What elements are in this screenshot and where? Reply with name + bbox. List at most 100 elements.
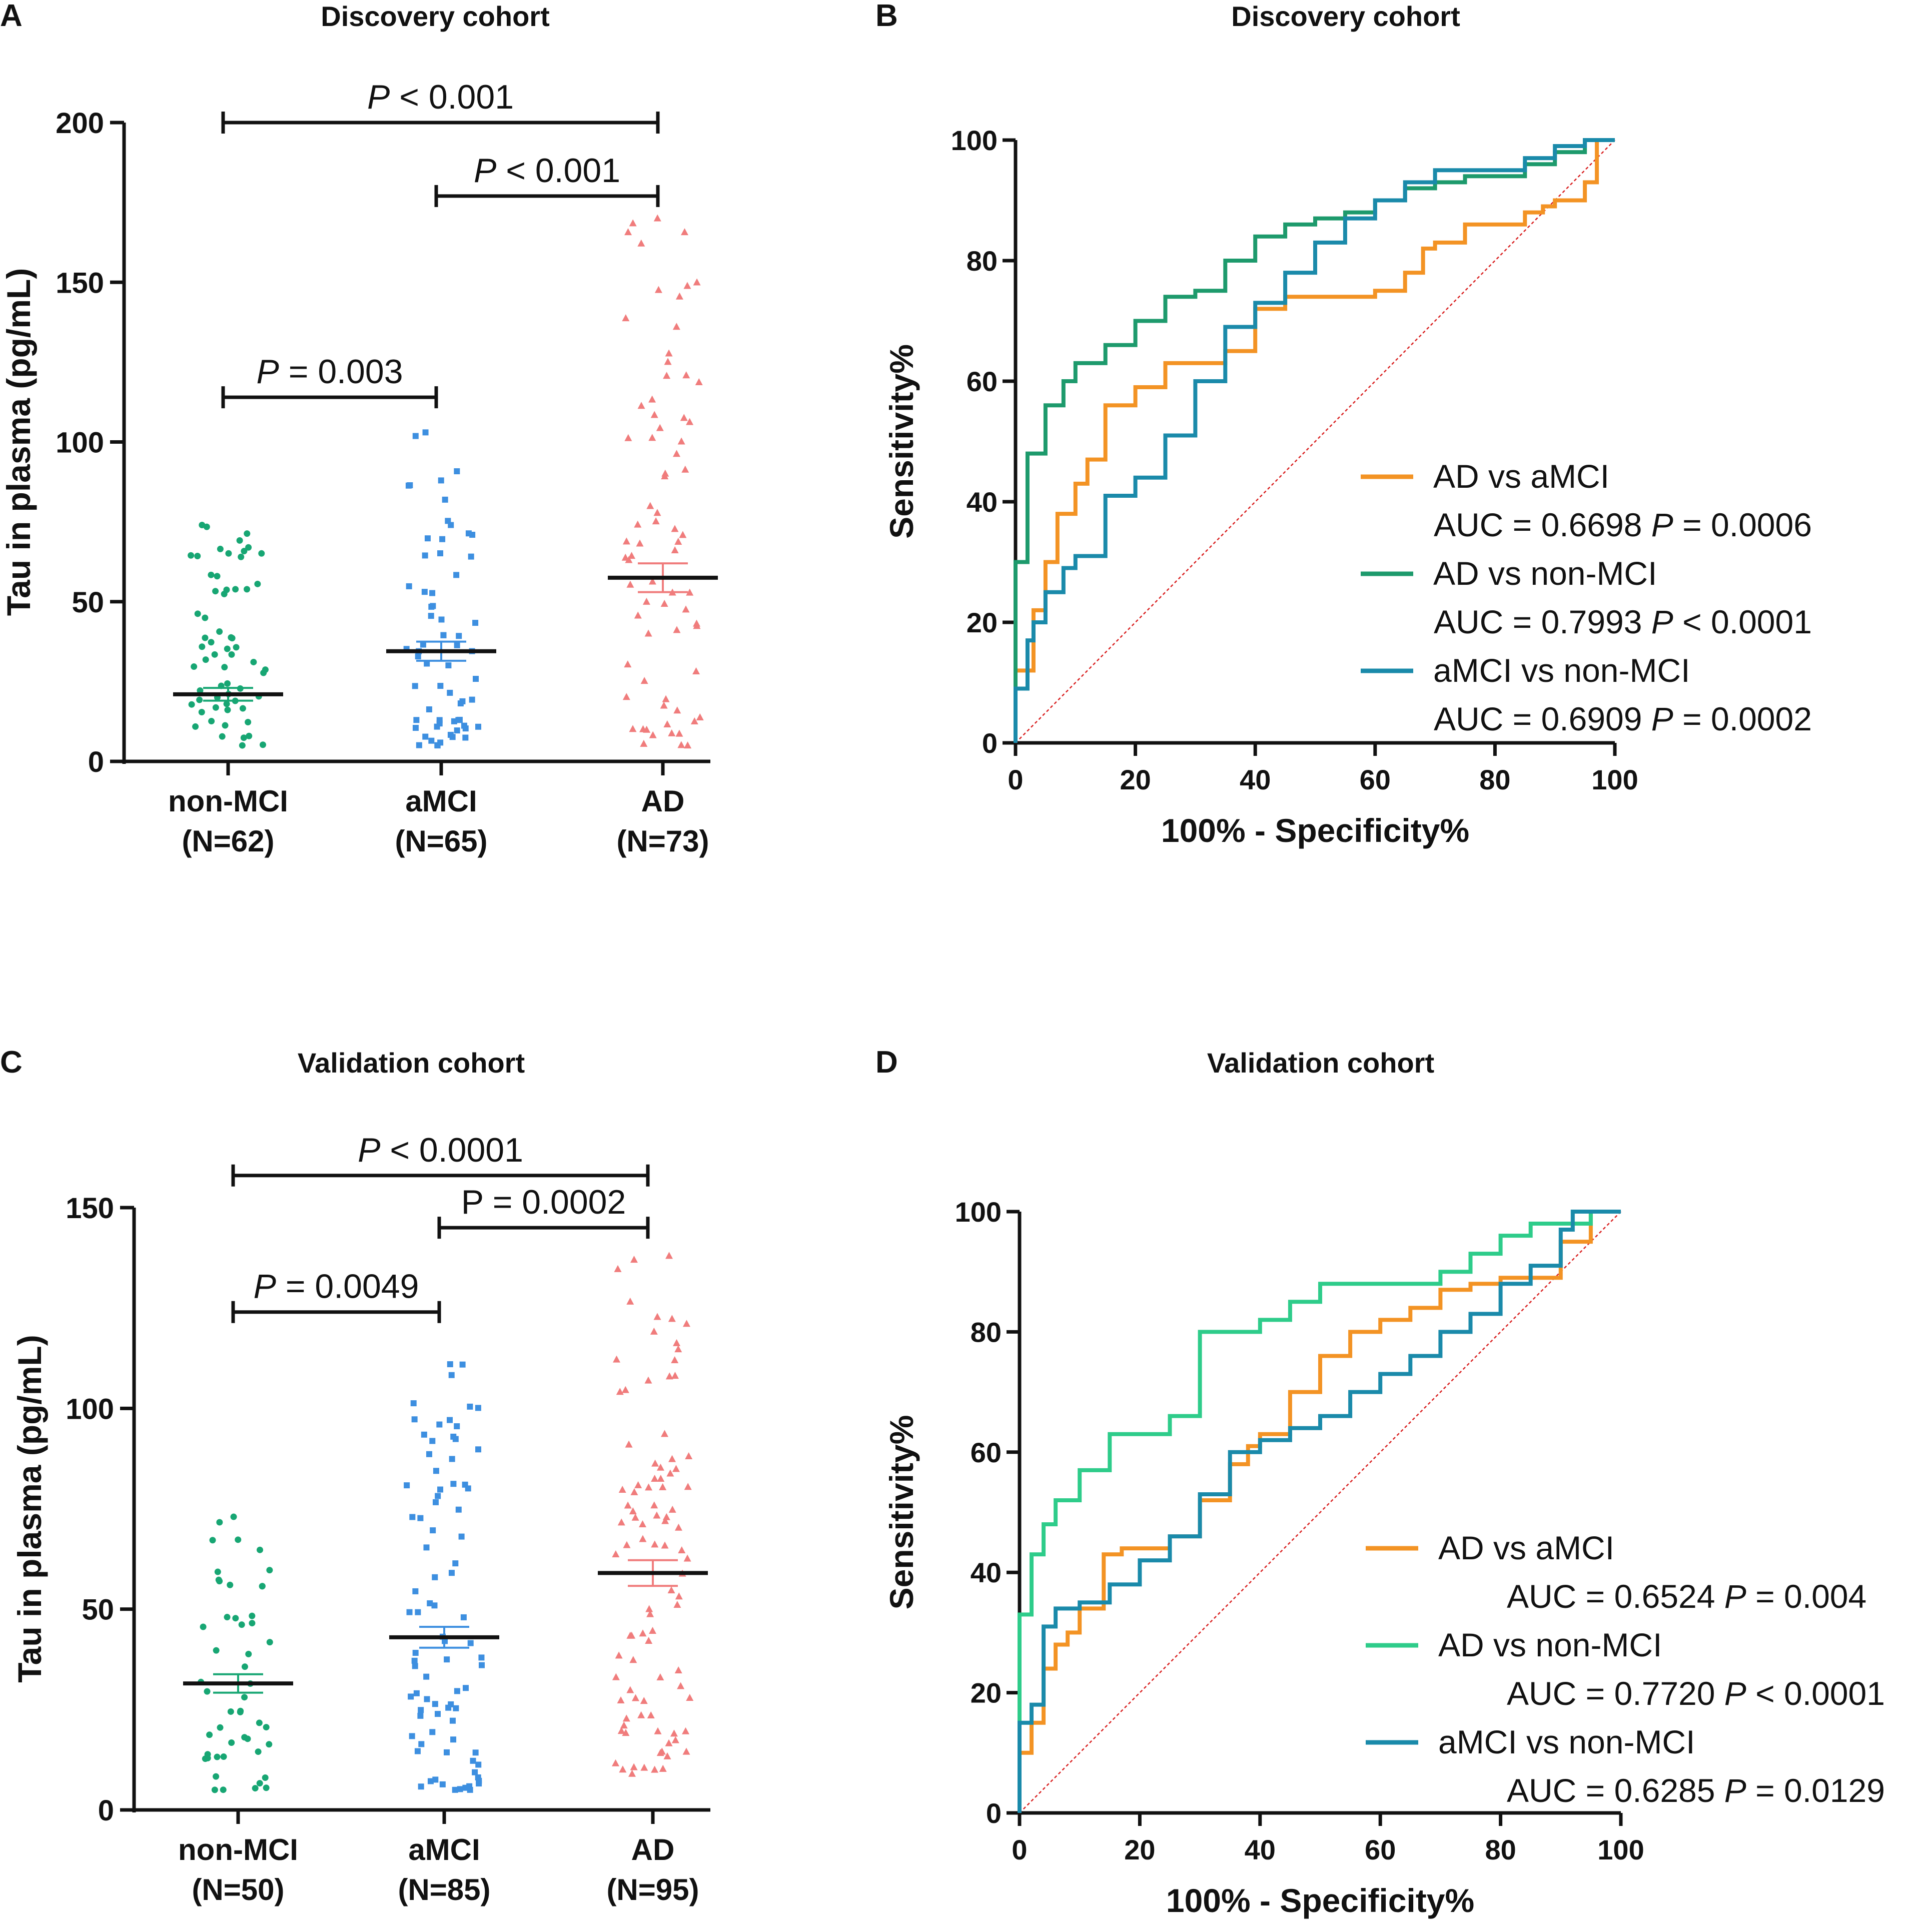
data-point bbox=[646, 502, 654, 509]
data-point bbox=[216, 628, 223, 635]
data-point bbox=[454, 1423, 460, 1430]
data-point bbox=[454, 468, 460, 475]
data-point bbox=[434, 1711, 441, 1717]
data-point bbox=[448, 1372, 455, 1378]
data-point bbox=[427, 1778, 434, 1784]
data-point bbox=[668, 1505, 676, 1513]
y-tick-label: 150 bbox=[66, 1192, 114, 1225]
auc-value: AUC = 0.6909 bbox=[1434, 700, 1642, 737]
data-point bbox=[658, 1747, 666, 1755]
y-tick-label: 40 bbox=[971, 1557, 1002, 1588]
p-value: < 0.001 bbox=[496, 152, 620, 190]
data-point bbox=[640, 739, 648, 747]
legend-auc: AUC = 0.6698 P = 0.0006 bbox=[1434, 506, 1812, 543]
data-point bbox=[653, 1511, 661, 1519]
data-point bbox=[679, 531, 687, 538]
p-value-annotation: P = 0.003 bbox=[256, 353, 403, 391]
data-point bbox=[406, 583, 412, 589]
data-point bbox=[412, 1588, 419, 1594]
data-point bbox=[434, 742, 441, 748]
data-point bbox=[692, 667, 700, 675]
data-point bbox=[442, 496, 448, 503]
data-point bbox=[237, 1707, 244, 1714]
p-italic: P bbox=[1724, 1772, 1746, 1809]
data-point bbox=[435, 1493, 441, 1499]
data-point bbox=[638, 1520, 646, 1528]
data-point bbox=[458, 1533, 465, 1540]
roc-curve-1 bbox=[1018, 1210, 1621, 1813]
data-point bbox=[612, 1759, 620, 1766]
legend-auc: AUC = 0.6285 P = 0.0129 bbox=[1507, 1772, 1885, 1809]
data-point bbox=[448, 1701, 454, 1707]
data-point bbox=[429, 1438, 436, 1444]
p-italic: P bbox=[1724, 1578, 1746, 1615]
data-point bbox=[612, 1550, 620, 1557]
data-point bbox=[618, 1486, 626, 1493]
data-point bbox=[662, 695, 670, 702]
data-point bbox=[682, 605, 690, 613]
data-point bbox=[647, 1711, 655, 1719]
data-point bbox=[217, 1724, 224, 1731]
data-point bbox=[680, 414, 688, 421]
y-tick-label: 80 bbox=[971, 1316, 1002, 1348]
data-point bbox=[685, 1452, 693, 1459]
data-point bbox=[428, 737, 435, 744]
data-point bbox=[661, 1541, 669, 1549]
auc-value: AUC = 0.6698 bbox=[1434, 506, 1642, 543]
data-point bbox=[472, 1749, 479, 1756]
data-point bbox=[648, 434, 656, 441]
data-point bbox=[461, 722, 467, 729]
data-point bbox=[241, 548, 248, 555]
data-point bbox=[626, 1686, 634, 1693]
chart-title: Validation cohort bbox=[1207, 1047, 1434, 1079]
data-point bbox=[228, 1739, 235, 1746]
data-point bbox=[439, 536, 446, 542]
data-point bbox=[665, 1372, 673, 1380]
x-tick-label: 100 bbox=[1591, 764, 1638, 795]
data-point bbox=[426, 1451, 432, 1457]
p-value-annotation: P = 0.0049 bbox=[254, 1268, 419, 1306]
data-point bbox=[454, 642, 460, 648]
data-point bbox=[228, 634, 235, 641]
data-point bbox=[653, 1313, 661, 1320]
data-point bbox=[423, 1544, 430, 1551]
data-point bbox=[241, 1734, 248, 1741]
data-point bbox=[460, 1614, 467, 1620]
data-point bbox=[194, 610, 201, 617]
x-tick-sublabel: (N=65) bbox=[395, 824, 487, 858]
x-tick-label: non-MCI bbox=[178, 1833, 298, 1866]
legend-auc: AUC = 0.7993 P < 0.0001 bbox=[1434, 603, 1812, 640]
data-point bbox=[682, 1727, 690, 1734]
data-point bbox=[614, 1265, 622, 1272]
data-point bbox=[637, 239, 645, 247]
data-point bbox=[424, 535, 431, 542]
data-point bbox=[429, 590, 436, 596]
data-point bbox=[449, 1717, 456, 1724]
data-point bbox=[418, 1741, 425, 1747]
data-point bbox=[422, 552, 428, 559]
data-point bbox=[682, 371, 690, 379]
data-point bbox=[200, 1623, 207, 1630]
data-point bbox=[631, 1694, 639, 1701]
data-point bbox=[455, 1506, 462, 1513]
data-point bbox=[465, 530, 472, 537]
legend-auc: AUC = 0.7720 P < 0.0001 bbox=[1507, 1675, 1885, 1712]
data-point bbox=[475, 1774, 481, 1780]
data-point bbox=[224, 706, 231, 713]
roc-curve-3 bbox=[1014, 138, 1615, 743]
data-point bbox=[257, 1546, 264, 1553]
data-point bbox=[227, 1708, 234, 1715]
data-point bbox=[645, 1483, 653, 1491]
data-point bbox=[671, 1356, 679, 1363]
data-point bbox=[241, 1663, 248, 1670]
data-point bbox=[214, 573, 221, 580]
data-point bbox=[222, 722, 229, 729]
data-point bbox=[421, 589, 428, 595]
data-point bbox=[447, 1417, 453, 1423]
data-point bbox=[230, 1513, 237, 1520]
data-point bbox=[439, 1781, 446, 1787]
data-point bbox=[668, 1315, 676, 1322]
legend-label: AD vs non-MCI bbox=[1433, 555, 1657, 592]
data-point bbox=[454, 1688, 460, 1694]
data-point bbox=[249, 1620, 256, 1627]
